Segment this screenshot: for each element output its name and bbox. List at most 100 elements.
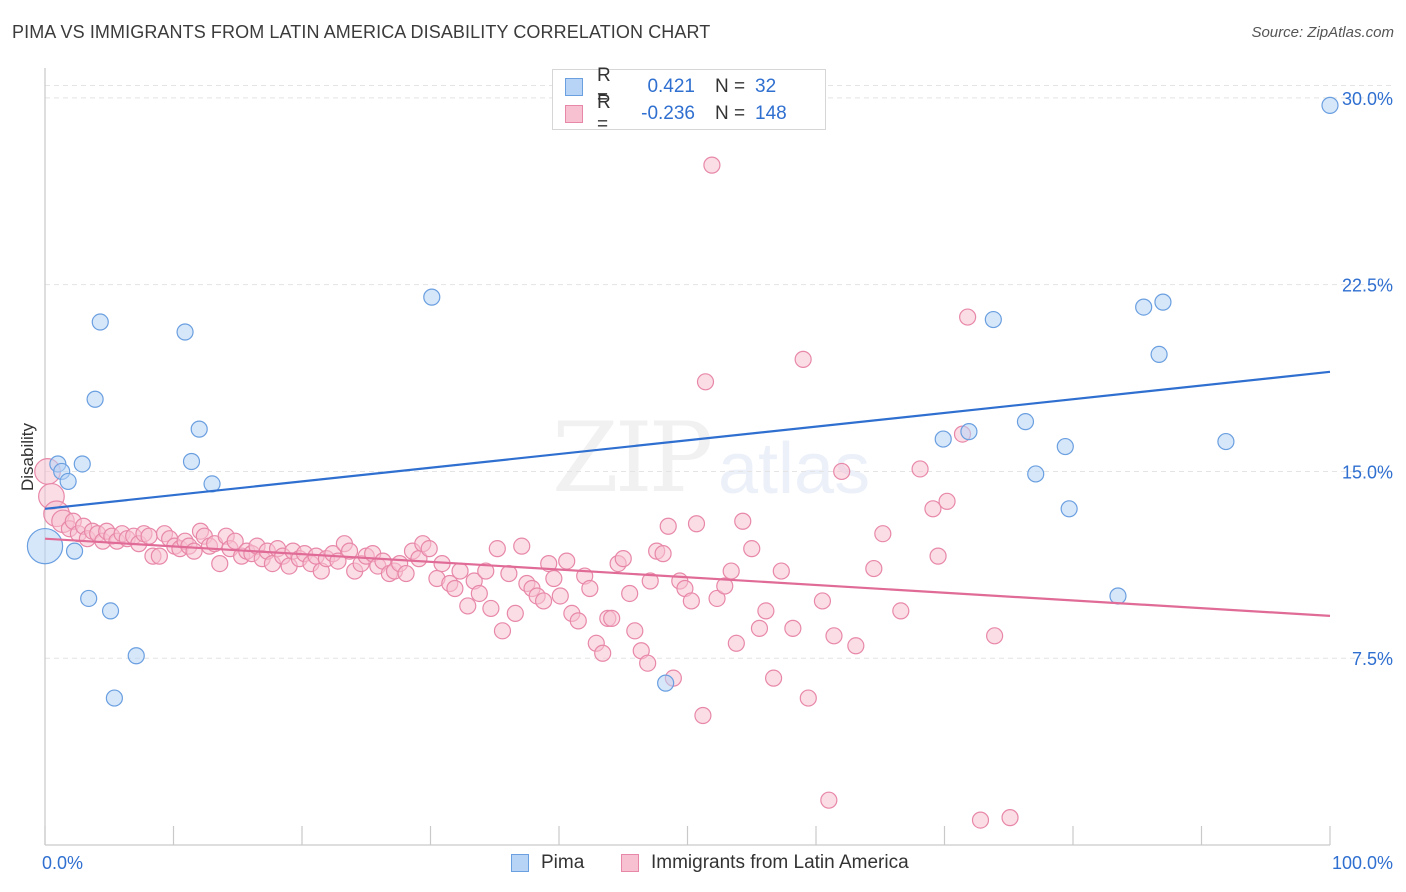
legend-row-pima: R = 0.421 N = 32: [565, 65, 777, 108]
data-point-pima: [105, 689, 123, 707]
data-point-latin: [1001, 809, 1019, 827]
trend-line-pima: [44, 370, 1331, 510]
data-point-latin: [892, 602, 910, 620]
data-point-latin: [211, 554, 229, 573]
y-axis-label: Disability: [18, 422, 37, 491]
data-point-latin: [513, 537, 531, 555]
data-point-pima: [190, 420, 208, 438]
legend-n-value: 32: [755, 76, 777, 97]
data-point-latin: [694, 706, 712, 725]
data-point-latin: [397, 564, 415, 583]
data-point-latin: [569, 612, 587, 630]
data-point-latin: [185, 542, 203, 560]
data-point-pima: [1060, 500, 1078, 518]
data-point-latin: [716, 577, 734, 595]
data-point-pima: [1321, 96, 1339, 114]
data-point-pima: [960, 423, 978, 441]
data-point-latin: [446, 579, 464, 598]
data-point-latin: [703, 156, 721, 174]
data-point-pima: [59, 472, 77, 491]
data-point-latin: [929, 547, 947, 565]
pima-swatch: [511, 854, 529, 872]
data-point-latin: [477, 562, 495, 580]
data-point-latin: [764, 669, 783, 687]
data-point-pima: [423, 288, 441, 306]
y-tick-label: 22.5%: [1342, 276, 1393, 296]
data-point-latin: [874, 525, 892, 543]
data-point-latin: [545, 569, 563, 588]
data-point-pima: [1109, 587, 1127, 605]
data-point-latin: [813, 592, 832, 610]
data-point-latin: [581, 579, 599, 598]
data-point-latin: [488, 540, 506, 558]
data-point-pima: [1056, 437, 1074, 456]
data-point-latin: [772, 562, 790, 580]
data-point-latin: [938, 492, 956, 510]
data-point-latin: [682, 592, 700, 610]
data-point-latin: [734, 512, 752, 530]
legend-label-pima: Pima: [541, 852, 585, 873]
data-point-latin: [506, 604, 524, 623]
data-point-pima: [176, 323, 194, 341]
legend-row-latin: R = -0.236 N = 148: [565, 92, 787, 135]
data-point-latin: [150, 547, 168, 565]
data-point-latin: [459, 597, 477, 615]
data-point-latin: [794, 350, 812, 368]
x-tick-label: 100.0%: [1332, 853, 1393, 873]
data-point-latin: [641, 572, 659, 590]
axes: [44, 68, 1331, 846]
data-point-pima: [80, 589, 98, 608]
y-tick-label: 7.5%: [1352, 649, 1393, 669]
data-point-latin: [614, 550, 632, 568]
data-point-latin: [911, 460, 929, 478]
data-point-latin: [825, 627, 843, 645]
data-point-latin: [722, 562, 740, 580]
legend-n-label: N =: [715, 76, 746, 97]
data-point-latin: [534, 592, 553, 610]
latin-swatch: [565, 105, 583, 123]
legend-r-value: -0.236: [641, 103, 695, 124]
latin-swatch: [621, 854, 639, 872]
data-point-latin: [708, 589, 726, 608]
data-point-pima: [91, 313, 109, 331]
data-point-latin: [743, 540, 761, 558]
data-point-latin: [594, 644, 612, 662]
data-point-latin: [654, 545, 672, 563]
data-point-latin: [833, 462, 851, 481]
data-point-latin: [757, 602, 775, 620]
trend-line-latin: [44, 537, 1331, 617]
watermark-zip: ZIP: [552, 402, 713, 514]
data-point-pima: [1027, 465, 1045, 483]
legend-r-label: R =: [597, 65, 611, 108]
data-point-latin: [820, 791, 838, 809]
data-point-latin: [626, 622, 644, 640]
correlation-legend: R = 0.421 N = 32 R = -0.236 N = 148: [552, 65, 826, 135]
data-point-pima: [1016, 413, 1035, 431]
data-point-latin: [847, 637, 865, 655]
data-point-latin: [551, 587, 569, 605]
data-point-latin: [140, 527, 158, 545]
latin-america-points: [34, 156, 1019, 829]
data-point-latin: [540, 554, 558, 573]
tick-labels: 7.5% 15.0% 22.5% 30.0% 0.0% 100.0% Disability: [18, 89, 1393, 873]
data-point-pima: [26, 527, 64, 565]
data-point-latin: [482, 599, 500, 618]
data-point-latin: [727, 634, 745, 652]
data-point-pima: [127, 647, 145, 665]
data-point-latin: [986, 627, 1004, 645]
data-point-latin: [603, 609, 621, 627]
y-tick-label: 15.0%: [1342, 462, 1393, 482]
y-tick-label: 30.0%: [1342, 89, 1393, 109]
data-point-pima: [101, 602, 120, 620]
data-point-latin: [924, 500, 942, 518]
data-point-latin: [558, 552, 576, 570]
x-tick-label: 0.0%: [42, 853, 83, 873]
data-point-latin: [493, 622, 512, 640]
data-point-latin: [971, 811, 990, 829]
data-point-pima: [1154, 293, 1172, 311]
data-point-latin: [470, 584, 488, 603]
legend-r-label: R =: [597, 92, 611, 135]
chart-title: PIMA VS IMMIGRANTS FROM LATIN AMERICA DI…: [12, 22, 711, 42]
data-point-pima: [65, 542, 84, 560]
